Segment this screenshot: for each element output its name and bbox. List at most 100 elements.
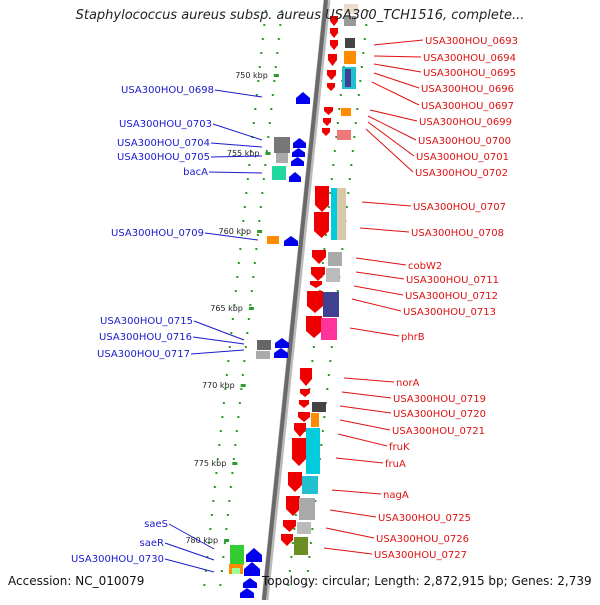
gene-label-left[interactable]: USA300HOU_0698	[121, 85, 214, 96]
reverse-gene-arrow[interactable]	[307, 291, 323, 313]
gene-leader-line	[373, 55, 422, 58]
gene-label-left[interactable]: saeR	[140, 538, 164, 549]
reverse-gene-arrow[interactable]	[312, 250, 326, 264]
gene-label-left[interactable]: USA300HOU_0730	[71, 554, 164, 565]
forward-gene-arrow[interactable]	[293, 138, 306, 148]
forward-gene-arrow[interactable]	[246, 548, 262, 562]
forward-gene-arrow[interactable]	[284, 236, 298, 246]
protein-domain-block	[272, 166, 286, 180]
reverse-gene-arrow[interactable]	[314, 212, 329, 238]
gene-label-right[interactable]: USA300HOU_0701	[416, 152, 509, 163]
reverse-gene-arrow[interactable]	[327, 83, 335, 91]
guide-dot-outer-right	[330, 346, 333, 348]
forward-gene-arrow[interactable]	[292, 148, 305, 157]
protein-domain-block	[312, 402, 326, 412]
gene-leader-line	[168, 523, 215, 550]
reverse-gene-arrow[interactable]	[288, 472, 302, 492]
guide-dot-outer-left	[207, 542, 210, 544]
gene-label-right[interactable]: USA300HOU_0702	[415, 168, 508, 179]
gene-label-right[interactable]: USA300HOU_0707	[413, 202, 506, 213]
reverse-gene-arrow[interactable]	[300, 368, 312, 386]
forward-gene-arrow[interactable]	[289, 172, 301, 182]
reverse-gene-arrow[interactable]	[299, 400, 309, 408]
reverse-gene-arrow[interactable]	[322, 128, 330, 136]
gene-label-right[interactable]: USA300HOU_0708	[411, 228, 504, 239]
guide-dot-outer-right	[357, 94, 360, 96]
gene-label-right[interactable]: USA300HOU_0713	[403, 307, 496, 318]
protein-domain-block	[306, 428, 320, 474]
forward-gene-arrow[interactable]	[244, 562, 260, 576]
reverse-gene-arrow[interactable]	[306, 316, 322, 338]
forward-gene-arrow[interactable]	[291, 157, 304, 166]
forward-gene-arrow[interactable]	[275, 338, 289, 348]
reverse-gene-arrow[interactable]	[286, 496, 300, 516]
gene-label-right[interactable]: phrB	[401, 332, 425, 343]
reverse-gene-arrow[interactable]	[330, 40, 338, 50]
reverse-gene-arrow[interactable]	[283, 520, 296, 532]
gene-label-right[interactable]: USA300HOU_0699	[419, 117, 512, 128]
gene-label-right[interactable]: nagA	[383, 490, 409, 501]
guide-dot-inner-right	[293, 528, 296, 530]
guide-dot-inner-right	[294, 514, 297, 516]
reverse-gene-arrow[interactable]	[328, 54, 337, 66]
gene-label-right[interactable]: USA300HOU_0696	[421, 84, 514, 95]
forward-gene-arrow[interactable]	[274, 348, 288, 358]
gene-label-right[interactable]: USA300HOU_0694	[423, 53, 516, 64]
forward-gene-arrow[interactable]	[240, 588, 254, 598]
protein-domain-block	[331, 188, 339, 240]
guide-dot-inner-left	[249, 304, 252, 306]
forward-gene-arrow[interactable]	[296, 92, 310, 104]
kbp-tick-label: 770 kbp	[202, 381, 235, 390]
gene-label-left[interactable]: USA300HOU_0709	[111, 228, 204, 239]
gene-label-right[interactable]: USA300HOU_0712	[405, 291, 498, 302]
gene-label-right[interactable]: fruK	[389, 442, 410, 453]
guide-dot-inner-left	[235, 430, 238, 432]
gene-label-right[interactable]: USA300HOU_0725	[378, 513, 471, 524]
reverse-gene-arrow[interactable]	[281, 534, 293, 546]
reverse-gene-arrow[interactable]	[330, 16, 338, 26]
gene-label-right[interactable]: USA300HOU_0726	[376, 534, 469, 545]
guide-dot-inner-left	[280, 10, 283, 12]
gene-label-left[interactable]: USA300HOU_0716	[99, 332, 192, 343]
reverse-gene-arrow[interactable]	[292, 438, 306, 466]
gene-label-right[interactable]: USA300HOU_0695	[423, 68, 516, 79]
gene-label-right[interactable]: USA300HOU_0719	[393, 394, 486, 405]
reverse-gene-arrow[interactable]	[327, 70, 336, 80]
gene-label-left[interactable]: bacA	[183, 167, 208, 178]
reverse-gene-arrow[interactable]	[315, 186, 329, 212]
gene-label-right[interactable]: cobW2	[408, 261, 442, 272]
gene-label-right[interactable]: fruA	[385, 459, 406, 470]
reverse-gene-arrow[interactable]	[294, 423, 306, 437]
gene-label-left[interactable]: USA300HOU_0705	[117, 152, 210, 163]
gene-label-left[interactable]: saeS	[144, 519, 168, 530]
gene-label-right[interactable]: USA300HOU_0693	[425, 36, 518, 47]
gene-label-left[interactable]: USA300HOU_0703	[119, 119, 212, 130]
gene-label-right[interactable]: norA	[396, 378, 420, 389]
gene-label-right[interactable]: USA300HOU_0721	[392, 426, 485, 437]
gene-label-right[interactable]: USA300HOU_0700	[418, 136, 511, 147]
reverse-gene-arrow[interactable]	[324, 107, 333, 115]
guide-dot-inner-left	[274, 66, 277, 68]
reverse-gene-arrow[interactable]	[300, 389, 310, 397]
gene-label-right[interactable]: USA300HOU_0711	[406, 275, 499, 286]
protein-domain-block	[341, 108, 351, 116]
reverse-gene-arrow[interactable]	[310, 281, 322, 288]
reverse-gene-arrow[interactable]	[330, 28, 338, 38]
gene-label-left[interactable]: USA300HOU_0704	[117, 138, 210, 149]
reverse-gene-arrow[interactable]	[323, 118, 331, 126]
gene-label-right[interactable]: USA300HOU_0697	[421, 101, 514, 112]
guide-dot-outer-left	[231, 318, 234, 320]
gene-label-right[interactable]: USA300HOU_0727	[374, 550, 467, 561]
gene-label-left[interactable]: USA300HOU_0717	[97, 349, 190, 360]
gene-label-left[interactable]: USA300HOU_0715	[100, 316, 193, 327]
reverse-gene-arrow[interactable]	[298, 412, 310, 422]
guide-dot-inner-left	[238, 402, 241, 404]
protein-domain-block	[276, 153, 288, 163]
guide-dot-inner-left	[226, 514, 229, 516]
reverse-gene-arrow[interactable]	[311, 267, 325, 281]
guide-dot-inner-left	[219, 584, 222, 586]
forward-gene-arrow[interactable]	[243, 578, 257, 588]
map-title: Staphylococcus aureus subsp. aureus USA3…	[75, 8, 525, 23]
gene-leader-line	[341, 391, 392, 399]
gene-label-right[interactable]: USA300HOU_0720	[393, 409, 486, 420]
